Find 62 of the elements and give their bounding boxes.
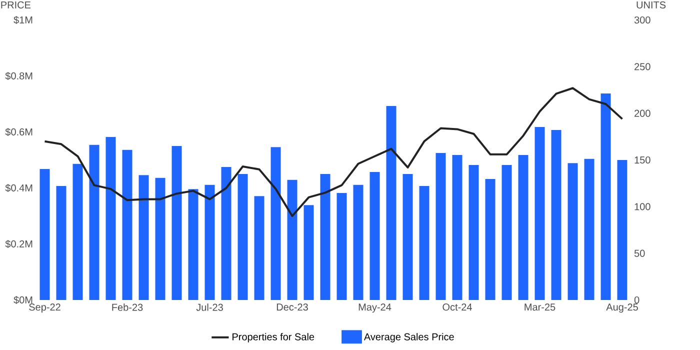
bar (617, 160, 628, 300)
bar (584, 158, 594, 300)
bar (270, 147, 281, 300)
bar (72, 164, 83, 300)
y2-tick-label: 300 (634, 16, 650, 24)
bar (204, 184, 215, 300)
bar (485, 179, 496, 300)
bar (320, 174, 330, 300)
bar (551, 130, 562, 300)
line-series (44, 87, 624, 217)
bar (172, 146, 182, 300)
bar (138, 175, 149, 300)
bar (534, 126, 545, 300)
bar (155, 178, 166, 300)
bar (518, 154, 528, 300)
bar (436, 153, 446, 300)
bar (502, 165, 512, 300)
y-tick-label: $0M (14, 296, 32, 304)
y2-tick-label: 0 (634, 296, 640, 304)
x-tick-label: Dec-23 (276, 304, 308, 311)
bar (386, 106, 396, 300)
bar (106, 137, 116, 300)
bar (600, 93, 611, 300)
y-tick-label: $0.4M (5, 184, 32, 192)
bar (402, 174, 413, 300)
y2-tick-label: 50 (634, 250, 645, 257)
bar (40, 168, 50, 300)
bar (221, 166, 232, 300)
bar (468, 165, 479, 300)
bar (304, 205, 314, 300)
bar (287, 180, 298, 300)
bar (254, 196, 264, 300)
bar (568, 163, 578, 300)
bar (336, 193, 347, 300)
y2-tick-label: 250 (634, 63, 650, 70)
bar (188, 189, 198, 300)
y-tick-label: $1M (14, 16, 32, 24)
legend-label: Average Sales Price (364, 333, 454, 342)
y-tick-label: $0.6M (5, 128, 32, 136)
bar (419, 186, 430, 300)
bar (122, 150, 132, 300)
bar (56, 186, 66, 300)
legend-label: Properties for Sale (232, 333, 314, 342)
x-tick-label: Jul-23 (196, 304, 223, 311)
bar (89, 144, 100, 300)
y2-tick-label: 100 (634, 203, 650, 210)
x-tick-label: Mar-25 (524, 304, 556, 311)
x-tick-label: Aug-25 (606, 304, 638, 313)
y-axis-title: PRICE (1, 1, 31, 8)
y2-tick-label: 150 (634, 156, 650, 164)
x-tick-label: Oct-24 (442, 304, 472, 311)
bar (238, 174, 248, 300)
x-tick-label: May-24 (358, 304, 392, 313)
y-tick-label: $0.2M (5, 240, 32, 248)
bar (452, 154, 462, 300)
y2-tick-label: 200 (634, 110, 650, 117)
bar (353, 184, 364, 300)
x-tick-label: Sep-22 (29, 304, 60, 313)
y2-axis-title: UNITS (636, 1, 666, 8)
bar (370, 172, 380, 300)
x-tick-label: Feb-23 (112, 304, 143, 311)
y-tick-label: $0.8M (5, 72, 32, 80)
